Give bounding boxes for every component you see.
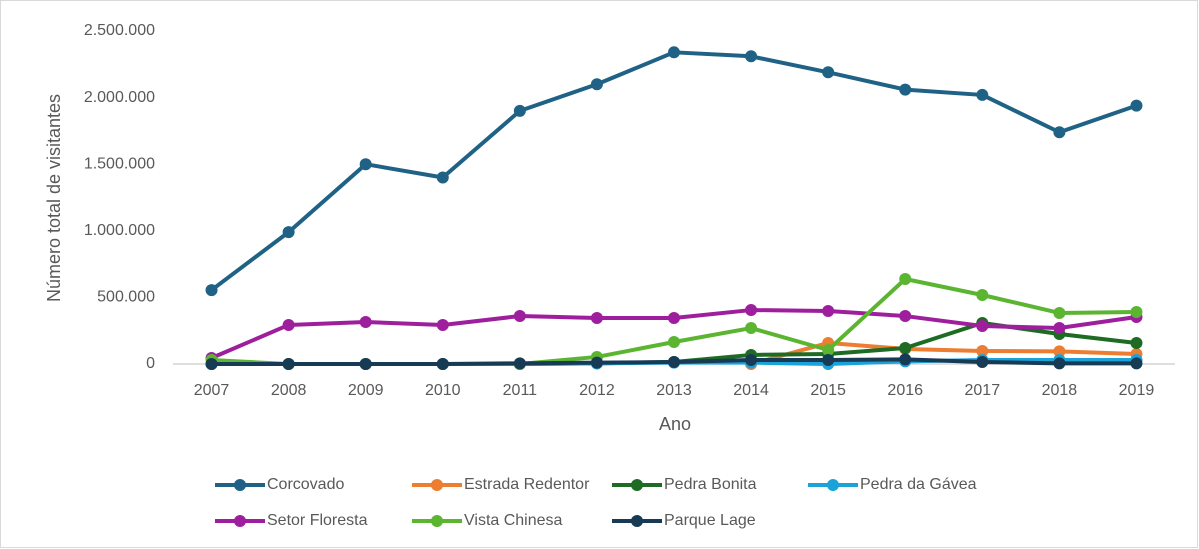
series-marker bbox=[1053, 345, 1066, 358]
x-tick-label: 2018 bbox=[1042, 382, 1078, 399]
y-tick-label: 2.000.000 bbox=[84, 89, 155, 106]
series-marker bbox=[282, 358, 295, 370]
series-marker bbox=[745, 354, 758, 367]
x-tick-label: 2009 bbox=[348, 382, 384, 399]
series-marker bbox=[1053, 306, 1066, 319]
y-tick-label: 2.500.000 bbox=[84, 22, 155, 39]
series-marker bbox=[590, 78, 603, 91]
series-marker bbox=[822, 66, 835, 79]
series-marker bbox=[899, 310, 912, 323]
series-marker bbox=[436, 358, 449, 370]
y-tick-label: 1.500.000 bbox=[84, 155, 155, 172]
series-marker bbox=[282, 226, 295, 239]
series-marker bbox=[513, 104, 526, 117]
series-marker bbox=[668, 356, 680, 369]
series-marker bbox=[1053, 357, 1066, 370]
series-marker bbox=[359, 358, 372, 370]
series-marker bbox=[668, 312, 680, 325]
series-marker bbox=[590, 312, 603, 325]
series-marker bbox=[1130, 357, 1143, 370]
series-marker bbox=[899, 273, 912, 286]
series-marker bbox=[976, 320, 989, 333]
legend-label: Parque Lage bbox=[664, 512, 756, 529]
x-tick-label: 2017 bbox=[965, 382, 1001, 399]
x-axis-label: Ano bbox=[659, 414, 691, 434]
y-tick-label: 0 bbox=[146, 355, 155, 372]
legend-marker bbox=[631, 515, 643, 527]
legend-label: Pedra da Gávea bbox=[860, 476, 977, 493]
legend-marker bbox=[431, 515, 443, 527]
legend-label: Setor Floresta bbox=[267, 512, 368, 529]
legend-label: Pedra Bonita bbox=[664, 476, 757, 493]
series-marker bbox=[745, 50, 758, 63]
series-marker bbox=[590, 356, 603, 369]
series-marker bbox=[976, 289, 989, 302]
legend-label: Corcovado bbox=[267, 476, 344, 493]
legend-marker bbox=[234, 479, 246, 491]
series-marker bbox=[976, 356, 989, 369]
series-marker bbox=[976, 88, 989, 101]
series-marker bbox=[899, 342, 912, 355]
x-tick-label: 2007 bbox=[194, 382, 230, 399]
series-marker bbox=[1053, 322, 1066, 335]
series-marker bbox=[205, 358, 218, 370]
series-marker bbox=[1130, 336, 1143, 349]
series-marker bbox=[513, 310, 526, 323]
series-marker bbox=[668, 46, 680, 59]
x-tick-label: 2016 bbox=[887, 382, 923, 399]
series-marker bbox=[1053, 126, 1066, 139]
legend-label: Estrada Redentor bbox=[464, 476, 590, 493]
series-marker bbox=[359, 316, 372, 329]
series-marker bbox=[436, 318, 449, 331]
y-tick-label: 1.000.000 bbox=[84, 222, 155, 239]
series-marker bbox=[1130, 306, 1143, 319]
series-marker bbox=[822, 354, 835, 367]
legend-marker bbox=[234, 515, 246, 527]
y-tick-label: 500.000 bbox=[97, 289, 155, 306]
legend-marker bbox=[631, 479, 643, 491]
x-tick-label: 2012 bbox=[579, 382, 615, 399]
x-tick-label: 2008 bbox=[271, 382, 307, 399]
series-marker bbox=[1130, 99, 1143, 112]
x-tick-label: 2014 bbox=[733, 382, 769, 399]
x-tick-label: 2011 bbox=[503, 382, 538, 399]
series-marker bbox=[976, 344, 989, 357]
series-marker bbox=[282, 318, 295, 331]
legend-marker bbox=[827, 479, 839, 491]
series-marker bbox=[745, 322, 758, 335]
x-tick-label: 2013 bbox=[656, 382, 692, 399]
series-marker bbox=[899, 353, 912, 366]
series-marker bbox=[513, 357, 526, 370]
x-tick-label: 2010 bbox=[425, 382, 461, 399]
series-marker bbox=[745, 304, 758, 317]
series-marker bbox=[822, 344, 835, 357]
series-marker bbox=[899, 83, 912, 96]
x-tick-label: 2015 bbox=[810, 382, 846, 399]
x-tick-label: 2019 bbox=[1119, 382, 1155, 399]
legend-marker bbox=[431, 479, 443, 491]
series-marker bbox=[668, 336, 680, 349]
series-marker bbox=[205, 284, 218, 297]
legend-label: Vista Chinesa bbox=[464, 512, 563, 529]
series-marker bbox=[359, 158, 372, 171]
series-marker bbox=[822, 304, 835, 317]
series-marker bbox=[436, 171, 449, 184]
y-axis-label: Número total de visitantes bbox=[44, 94, 64, 302]
